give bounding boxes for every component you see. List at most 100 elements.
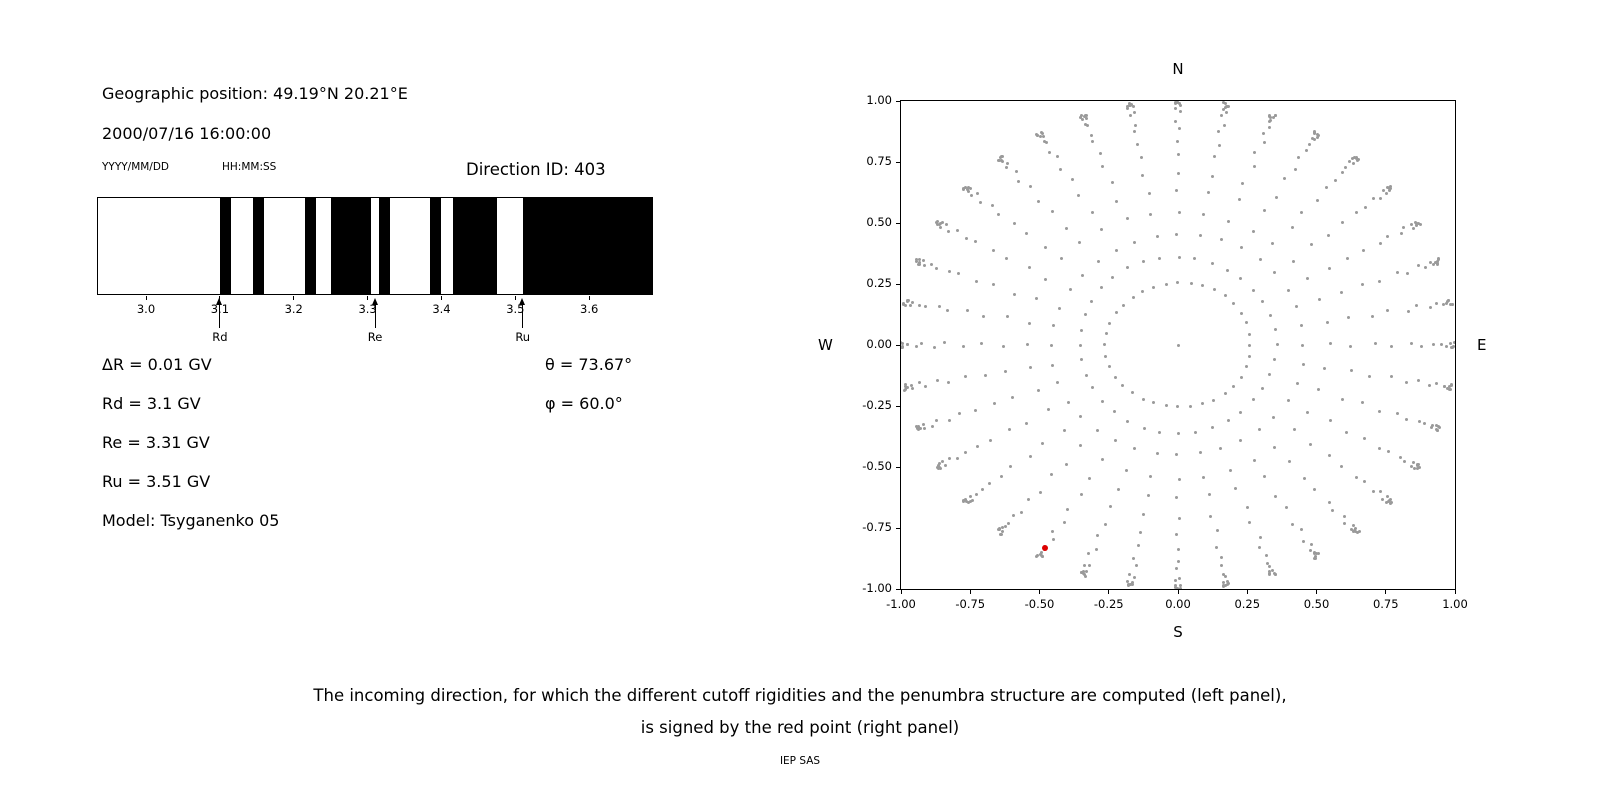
grid-dot [1401,226,1405,230]
grid-dot [1040,130,1044,134]
grid-dot [1363,480,1367,484]
grid-dot [906,386,910,390]
grid-dot [1017,179,1021,183]
grid-dot [1049,343,1053,347]
grid-dot [1300,324,1303,328]
grid-dot [1113,439,1117,443]
penumbra-band [330,198,372,294]
grid-dot [1174,496,1178,500]
grid-dot [1218,143,1222,147]
grid-dot [1132,111,1136,115]
grid-dot [1411,226,1415,230]
grid-dot [1189,281,1193,285]
grid-dot [1436,262,1440,266]
grid-dot [1418,222,1422,226]
grid-dot [1114,248,1118,252]
grid-dot [1085,373,1089,377]
grid-dot [1141,513,1145,517]
grid-dot [1420,344,1424,348]
grid-dot [976,192,980,196]
grid-dot [966,189,970,193]
grid-dot [1050,209,1054,213]
grid-dot [904,303,908,307]
grid-dot [918,303,922,307]
grid-dot [1354,156,1358,160]
marker-arrow-shaft [219,304,221,328]
grid-dot [1301,344,1305,348]
grid-dot [969,193,973,197]
y-tick-mark [896,161,900,163]
grid-dot [1446,387,1449,391]
grid-dot [1453,340,1455,344]
grid-dot [1327,267,1331,271]
grid-dot [989,439,993,443]
grid-dot [1340,221,1344,225]
grid-dot [1164,282,1168,286]
grid-dot [1238,277,1242,281]
phi-text: φ = 60.0° [545,394,623,413]
caption-line1: The incoming direction, for which the di… [313,686,1287,705]
grid-dot [1176,559,1180,563]
grid-dot [1058,167,1062,171]
model-text: Model: Tsyganenko 05 [102,511,280,530]
grid-dot [1429,260,1433,264]
grid-dot [1450,383,1454,387]
grid-dot [903,383,907,387]
grid-dot [1265,554,1269,558]
grid-dot [969,494,972,498]
marker-label: Rd [212,330,228,344]
grid-dot [936,219,940,223]
grid-dot [1103,343,1107,347]
grid-dot [918,381,922,385]
grid-dot [1082,572,1086,576]
grid-dot [1240,311,1244,315]
grid-dot [1044,141,1048,144]
grid-dot [1388,187,1392,191]
grid-dot [964,375,968,379]
grid-dot [1038,491,1042,495]
grid-dot [1220,555,1224,559]
grid-dot [1199,234,1203,238]
grid-dot [1137,544,1141,548]
grid-dot [1253,151,1257,155]
grid-dot [1175,140,1179,144]
x-tick-label: 0.00 [1165,597,1191,611]
grid-dot [1037,199,1041,203]
grid-dot [1157,430,1161,434]
grid-dot [1158,256,1162,260]
grid-dot [1282,177,1286,181]
grid-dot [1292,427,1296,431]
grid-dot [1210,175,1214,179]
grid-dot [1101,458,1105,462]
grid-dot [991,203,994,207]
grid-dot [1131,105,1135,109]
marker-arrow-shaft [374,304,376,328]
grid-dot [1438,425,1442,429]
grid-dot [1038,552,1042,556]
grid-dot [1431,262,1435,266]
grid-dot [924,385,928,388]
grid-dot [1252,164,1256,168]
grid-dot [1225,268,1229,272]
grid-dot [1407,309,1411,313]
grid-dot [1041,132,1045,136]
grid-dot [1131,580,1135,584]
grid-dot [1409,222,1413,226]
grid-dot [1308,442,1312,446]
grid-dot [1435,423,1439,427]
grid-dot [1327,454,1331,458]
grid-dot [1152,285,1156,289]
grid-dot [1177,255,1181,259]
grid-dot [922,264,926,268]
grid-dot [1378,196,1382,200]
grid-dot [1226,419,1230,423]
grid-dot [1103,522,1107,526]
grid-dot [998,159,1002,163]
grid-dot [1273,446,1277,450]
grid-dot [1430,425,1434,429]
grid-dot [937,466,941,470]
grid-dot [1177,172,1181,176]
datetime-text: 2000/07/16 16:00:00 [102,124,272,143]
grid-dot [1269,119,1273,123]
grid-dot [1274,328,1278,332]
